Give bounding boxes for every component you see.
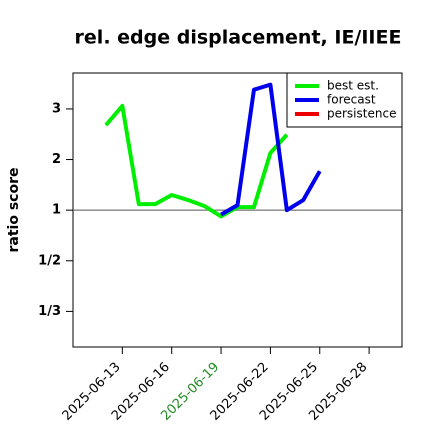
series-line [104,103,289,219]
chart-title: rel. edge displacement, IE/IIEE [75,27,402,49]
legend-label: forecast [327,93,376,107]
y-tick-label: 3 [52,101,61,116]
legend-label: persistence [327,107,396,121]
y-tick-label: 2 [52,152,61,167]
legend-label: best est. [327,79,379,93]
y-axis-label: ratio score [6,168,22,253]
y-tick-label: 1/2 [38,253,61,268]
series-line [220,82,322,217]
y-tick-label: 1/3 [38,304,61,319]
y-tick-label: 1 [52,203,61,218]
